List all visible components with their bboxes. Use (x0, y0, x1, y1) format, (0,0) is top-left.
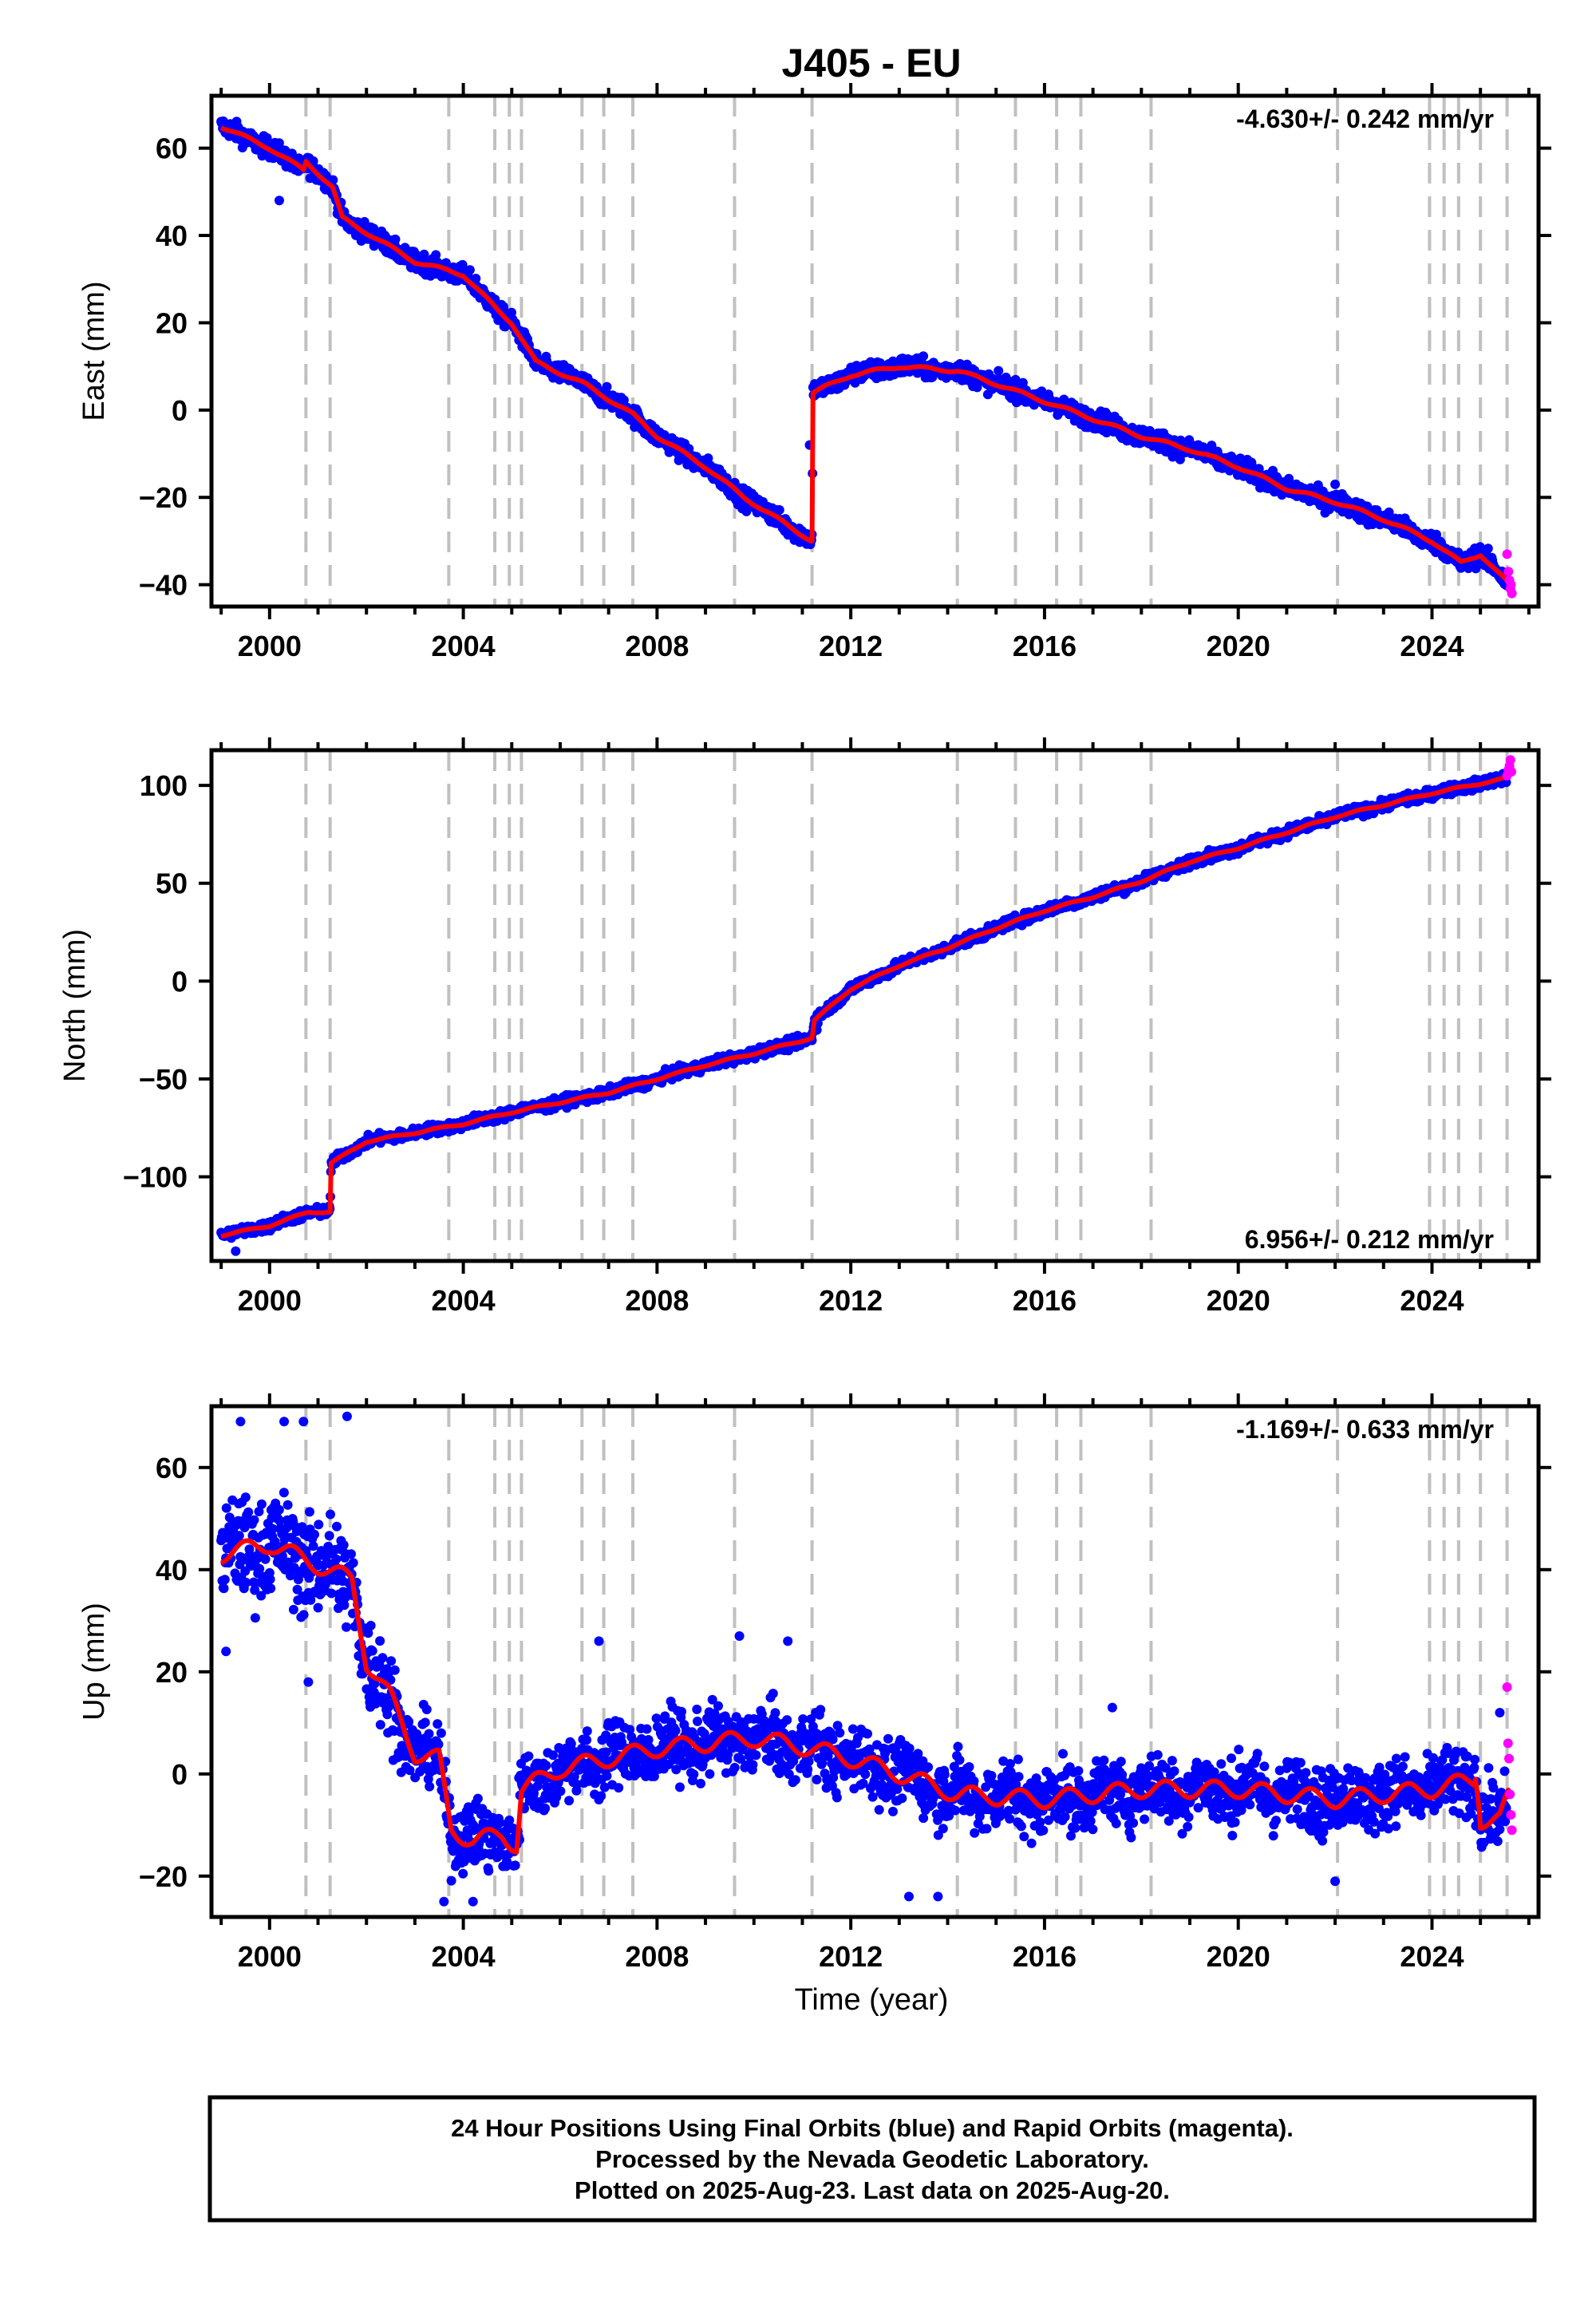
north-final-points (216, 769, 1512, 1256)
north-model-line (219, 774, 1511, 1239)
north-rapid-point (1505, 755, 1515, 765)
east-data-point (1483, 543, 1493, 554)
chart-title: J405 - EU (781, 41, 961, 85)
east-rapid-point (1506, 579, 1516, 590)
east-final-points (216, 116, 1512, 591)
east-data-point (602, 381, 612, 392)
east-xtick-label: 2004 (432, 630, 496, 662)
east-y-axis-label: East (mm) (77, 281, 111, 421)
north-rapid-points (1502, 755, 1517, 781)
north-ytick-label: 50 (156, 868, 188, 900)
east-data-point (262, 132, 272, 143)
east-data-point (464, 265, 475, 275)
east-data-point (918, 351, 929, 362)
east-model-line (219, 125, 1512, 586)
east-data-point (274, 138, 284, 148)
east-ytick-label: −40 (139, 569, 188, 602)
east-data-point (328, 175, 338, 185)
east-data-point (419, 249, 429, 259)
east-data-point (390, 234, 401, 244)
east-data-point (703, 453, 713, 464)
east-data-point (431, 250, 441, 260)
east-data-point (471, 274, 481, 283)
east-ytick-label: 0 (172, 394, 188, 427)
east-rate-label: -4.630+/- 0.242 mm/yr (1236, 105, 1494, 133)
north-ytick-label: −50 (139, 1063, 188, 1096)
east-ytick-label: 40 (156, 219, 188, 252)
east-ytick-label: 20 (156, 306, 188, 339)
north-ytick-label: −100 (123, 1161, 188, 1194)
east-xtick-label: 2008 (625, 630, 689, 662)
east-rapid-point (1502, 549, 1512, 559)
east-frame (209, 93, 1541, 609)
east-event-lines (304, 96, 1509, 607)
east-data-point (994, 366, 1004, 376)
east-rapid-point (1507, 588, 1517, 599)
east-xtick-label: 2024 (1400, 630, 1464, 662)
east-xtick-label: 2016 (1013, 630, 1077, 662)
north-rapid-point (1507, 766, 1517, 777)
north-outlier-point (231, 1246, 241, 1256)
east-ytick-label: 60 (156, 132, 188, 165)
east-xtick-label: 2000 (238, 630, 302, 662)
east-data-point (774, 505, 784, 515)
east-ytick-label: −20 (139, 481, 188, 514)
north-frame (209, 748, 1541, 1263)
east-xtick-label: 2020 (1207, 630, 1270, 662)
east-rapid-point (1503, 567, 1514, 577)
east-xtick-label: 2012 (819, 630, 883, 662)
east-rapid-points (1502, 549, 1517, 599)
east-outlier-point (274, 196, 284, 206)
east-outlier-point (1330, 479, 1341, 489)
east-panel: −40 −20 0 20 40 60 2000 2004 2008 2012 2016 2020 202… (77, 83, 1551, 662)
north-ytick-label: 0 (172, 965, 188, 998)
